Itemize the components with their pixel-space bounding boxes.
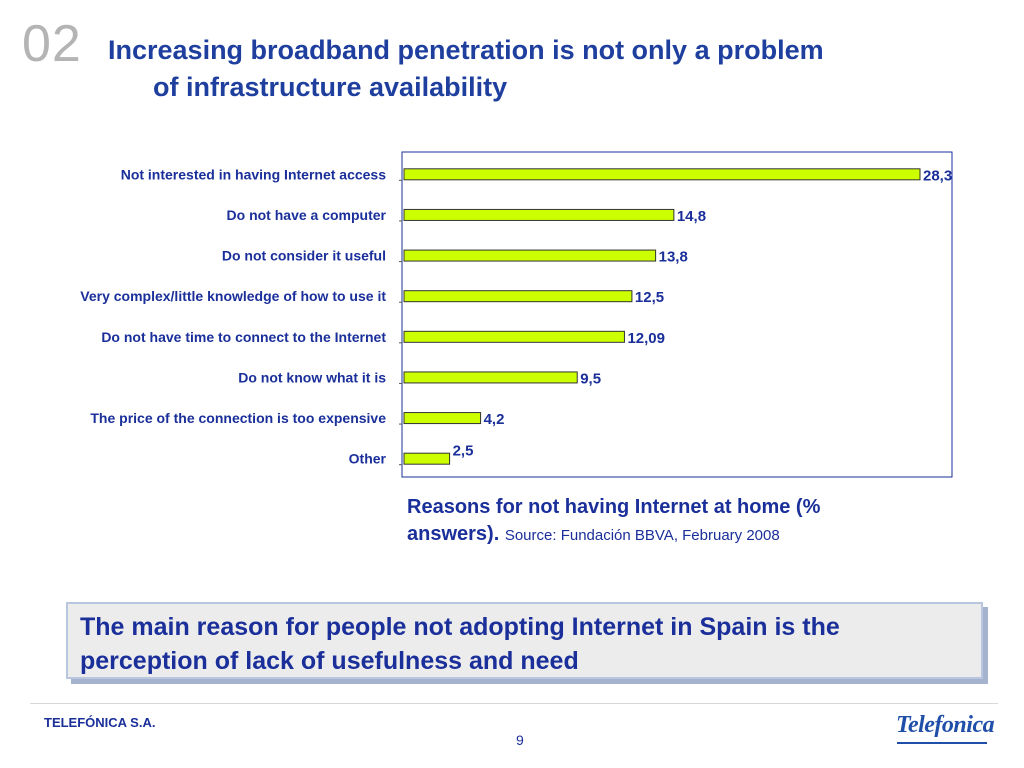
category-label: Very complex/little knowledge of how to …: [80, 288, 386, 304]
data-label: 14,8: [677, 208, 706, 225]
logo-underline: [897, 742, 987, 744]
caption-main: Reasons for not having Internet at home …: [407, 496, 821, 545]
slide-title: Increasing broadband penetration is not …: [108, 32, 988, 106]
caption-source: Source: Fundación BBVA, February 2008: [504, 527, 780, 544]
bar: [403, 249, 657, 262]
data-label: 2,5: [453, 443, 474, 460]
company-name: TELEFÓNICA S.A.: [44, 715, 156, 730]
data-label: 4,2: [484, 411, 505, 428]
category-label: Do not have a computer: [227, 207, 387, 223]
category-label: Do not consider it useful: [222, 248, 386, 264]
bar: [403, 290, 633, 303]
chart-caption: Reasons for not having Internet at home …: [407, 494, 907, 549]
footer-divider: [30, 703, 998, 704]
category-label: Do not know what it is: [238, 369, 386, 385]
telefonica-logo: Telefonica: [896, 712, 995, 739]
category-label: Do not have time to connect to the Inter…: [101, 329, 386, 345]
plot-frame: [401, 151, 953, 478]
key-message-text: The main reason for people not adopting …: [80, 613, 840, 675]
bar: [403, 208, 675, 221]
reasons-bar-chart: Not interested in having Internet access…: [80, 151, 953, 478]
data-label: 12,09: [627, 330, 665, 347]
category-label: Other: [349, 451, 387, 467]
slide-number: 02: [22, 15, 82, 73]
logo-wordmark: Telefonica: [896, 712, 995, 738]
bar: [403, 412, 482, 425]
data-label: 12,5: [635, 289, 664, 306]
title-line-1: Increasing broadband penetration is not …: [108, 35, 824, 65]
data-label: 28,3: [923, 167, 952, 184]
bar: [403, 168, 921, 181]
bar: [403, 452, 451, 465]
category-label: Not interested in having Internet access: [121, 166, 387, 182]
page-number: 9: [516, 732, 524, 748]
title-line-2: of infrastructure availability: [153, 72, 508, 102]
bar: [403, 371, 578, 384]
data-label: 13,8: [659, 249, 688, 266]
data-label: 9,5: [580, 370, 601, 387]
bar: [403, 330, 625, 343]
key-message-box: The main reason for people not adopting …: [66, 602, 983, 679]
category-label: The price of the connection is too expen…: [90, 410, 386, 426]
